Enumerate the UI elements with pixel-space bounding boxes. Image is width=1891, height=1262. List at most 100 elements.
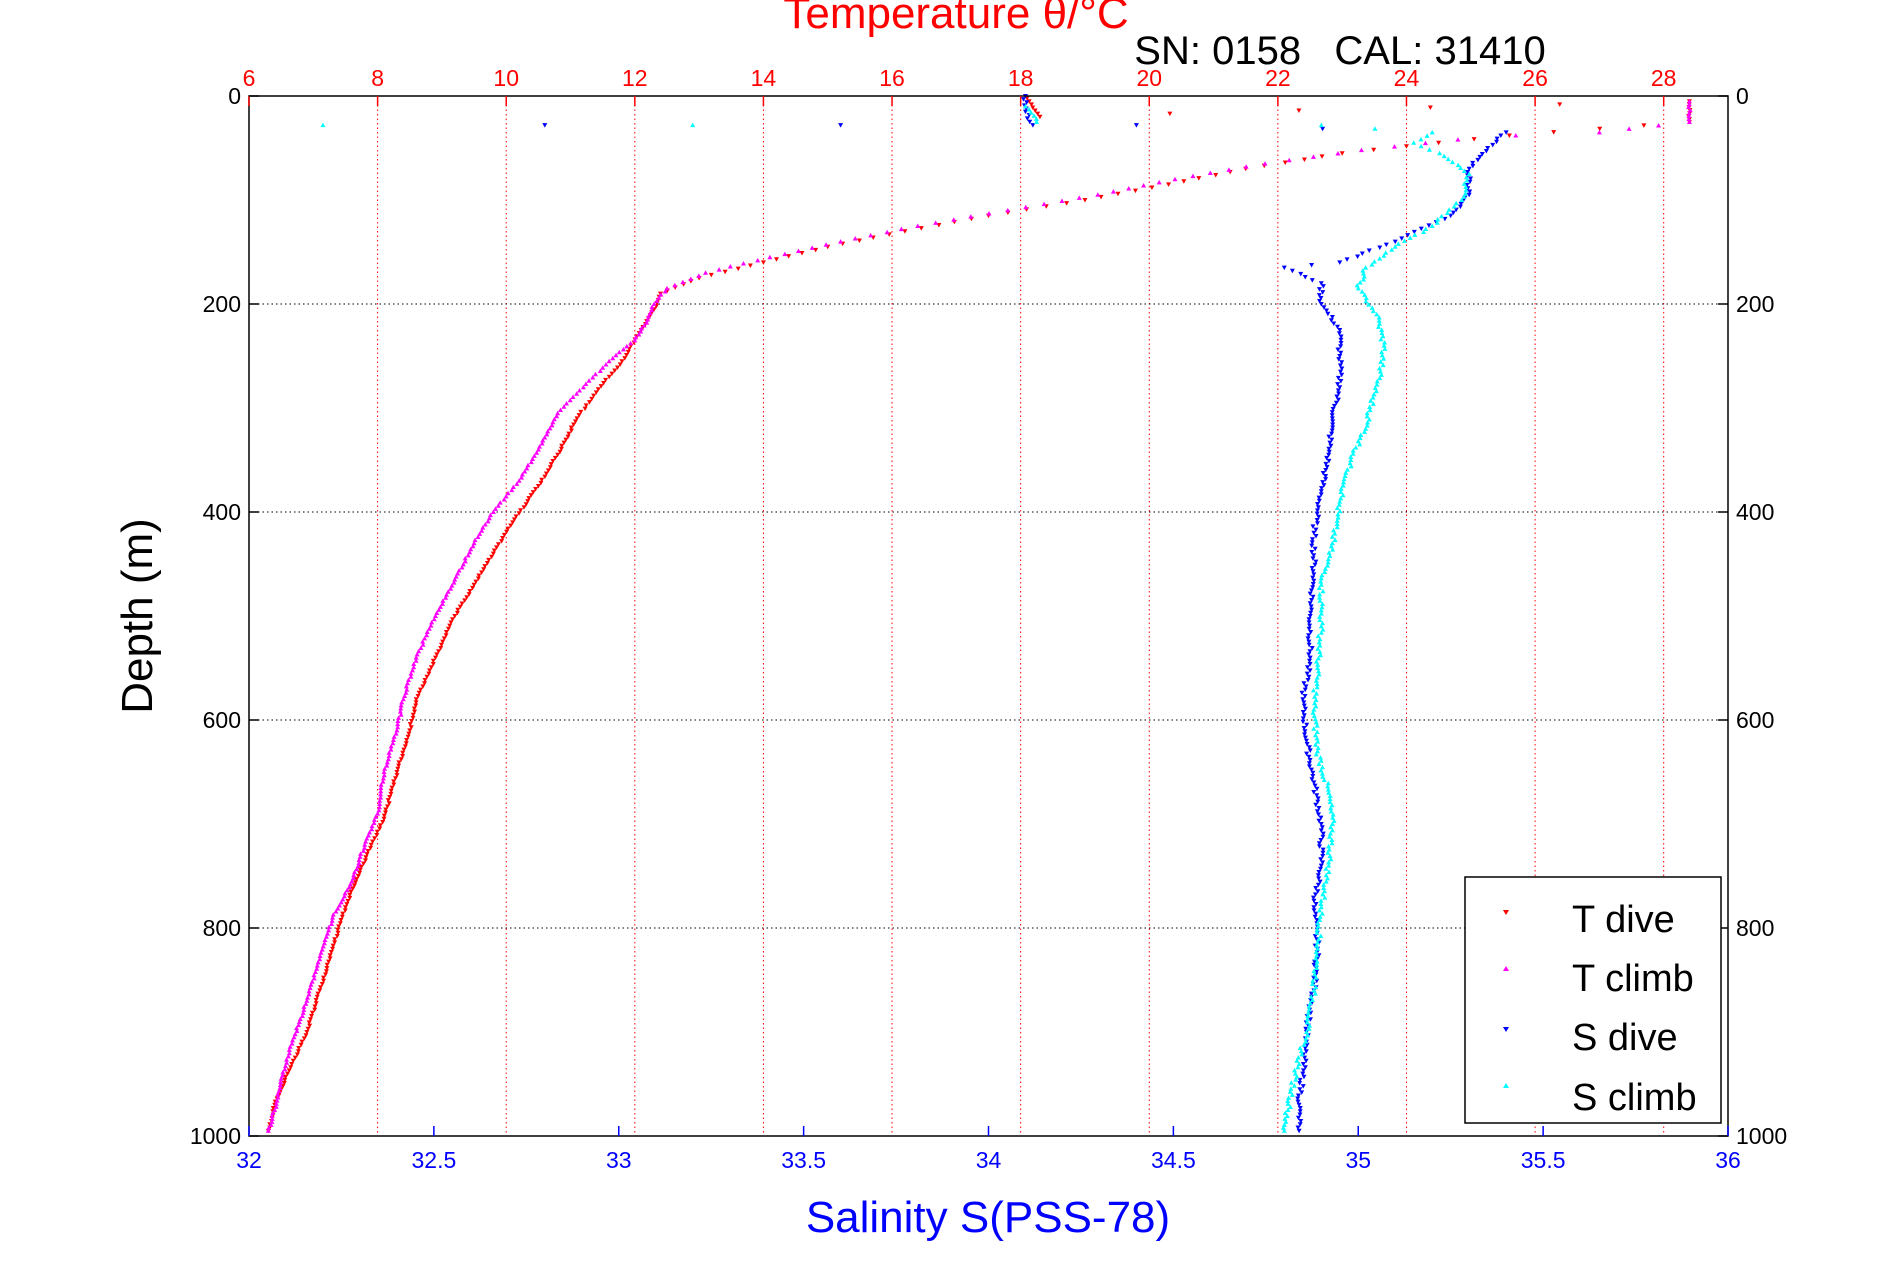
point-s-climb — [1321, 882, 1327, 887]
point-t-climb — [680, 279, 686, 285]
point-t-dive — [603, 377, 609, 383]
point-s-climb — [1362, 429, 1368, 434]
point-s-dive — [1299, 690, 1305, 696]
point-s-climb — [1325, 787, 1331, 792]
point-s-dive — [1309, 550, 1315, 555]
point-s-dive — [1328, 318, 1334, 323]
point-t-dive — [1166, 182, 1172, 187]
point-t-climb — [471, 540, 477, 546]
point-s-climb — [1318, 755, 1324, 760]
point-t-climb — [329, 921, 335, 926]
point-s-climb — [1337, 508, 1343, 514]
point-t-dive — [354, 877, 360, 882]
point-t-dive — [543, 471, 549, 477]
point-t-climb — [311, 972, 317, 978]
point-s-dive — [1335, 347, 1341, 352]
point-s-climb — [1364, 410, 1370, 416]
point-t-climb — [396, 715, 402, 720]
point-s-dive — [1320, 831, 1326, 837]
point-s-climb — [1286, 1095, 1292, 1100]
point-s-climb — [1304, 1019, 1310, 1025]
point-t-climb — [424, 632, 430, 638]
point-s-dive — [1321, 305, 1327, 310]
point-s-dive — [1366, 248, 1372, 254]
point-s-climb — [1314, 927, 1320, 932]
point-s-climb — [1328, 805, 1334, 811]
point-s-dive — [1306, 674, 1312, 680]
point-s-dive — [1307, 748, 1313, 753]
point-s-dive — [1334, 324, 1340, 330]
point-t-dive — [518, 508, 524, 513]
point-s-climb — [1309, 997, 1315, 1002]
point-t-climb — [703, 270, 709, 275]
chart-subtitle: SN: 0158 CAL: 31410 — [1134, 29, 1545, 73]
point-s-dive — [1310, 524, 1316, 529]
point-s-dive — [1307, 668, 1313, 673]
point-t-dive — [538, 480, 544, 486]
temperature-tick-label: 6 — [243, 65, 256, 91]
point-s-dive — [1329, 413, 1335, 418]
point-s-climb — [1418, 143, 1424, 149]
salinity-tick-label: 34.5 — [1151, 1147, 1196, 1173]
point-s-climb — [1311, 713, 1317, 718]
point-s-climb — [1315, 633, 1321, 638]
point-t-climb — [351, 872, 357, 878]
point-s-dive — [1306, 633, 1312, 638]
point-t-climb — [377, 801, 383, 806]
point-t-climb — [555, 410, 561, 416]
point-t-climb — [280, 1069, 286, 1075]
point-s-climb — [1312, 694, 1318, 699]
point-s-dive — [1307, 591, 1313, 597]
point-t-dive — [513, 514, 519, 519]
point-t-dive — [342, 905, 348, 910]
legend-label-t-climb: T climb — [1572, 958, 1694, 1000]
point-s-dive — [1312, 892, 1318, 897]
point-t-climb — [583, 381, 589, 386]
point-s-climb — [1316, 668, 1322, 674]
point-s-climb — [1377, 321, 1383, 326]
point-s-climb — [1360, 268, 1366, 273]
point-s-climb — [1461, 194, 1467, 199]
point-t-climb — [1392, 144, 1398, 149]
legend-label-s-climb: S climb — [1572, 1077, 1697, 1119]
point-s-climb — [1318, 611, 1324, 616]
point-s-dive — [1333, 400, 1339, 406]
point-s-dive — [1319, 486, 1325, 491]
point-s-dive — [1300, 1068, 1306, 1073]
point-s-climb — [1327, 793, 1333, 798]
point-t-dive — [464, 595, 470, 600]
point-s-dive — [1315, 882, 1321, 888]
point-s-climb — [1363, 295, 1369, 301]
point-s-climb — [1026, 107, 1032, 112]
point-t-dive — [384, 804, 390, 809]
depth-tick-label-right: 200 — [1736, 291, 1774, 317]
point-t-dive — [347, 895, 353, 901]
point-s-climb — [1407, 235, 1413, 240]
point-t-climb — [342, 890, 348, 896]
point-t-dive — [495, 542, 501, 547]
point-t-climb — [381, 772, 387, 778]
point-s-dive — [1318, 866, 1324, 872]
point-s-climb — [1326, 869, 1332, 874]
point-t-dive — [402, 744, 408, 749]
point-t-dive — [330, 943, 336, 949]
point-s-dive — [1475, 157, 1481, 163]
point-s-dive — [1315, 521, 1321, 526]
point-s-dive — [1311, 572, 1317, 577]
point-s-dive — [1318, 302, 1324, 307]
point-t-climb — [1310, 154, 1316, 159]
point-t-climb — [393, 731, 399, 736]
point-t-climb — [503, 493, 509, 499]
point-t-dive — [760, 260, 766, 265]
point-s-dive — [1337, 328, 1343, 333]
point-s-dive — [1312, 959, 1318, 965]
point-s-climb — [1316, 761, 1322, 766]
point-t-dive — [530, 490, 536, 495]
point-t-climb — [275, 1091, 281, 1097]
point-t-climb — [606, 358, 612, 364]
point-t-dive — [586, 400, 592, 405]
point-s-dive — [1306, 620, 1312, 625]
point-t-climb — [1335, 150, 1341, 156]
point-t-dive — [344, 902, 350, 907]
point-s-climb — [1325, 556, 1331, 562]
